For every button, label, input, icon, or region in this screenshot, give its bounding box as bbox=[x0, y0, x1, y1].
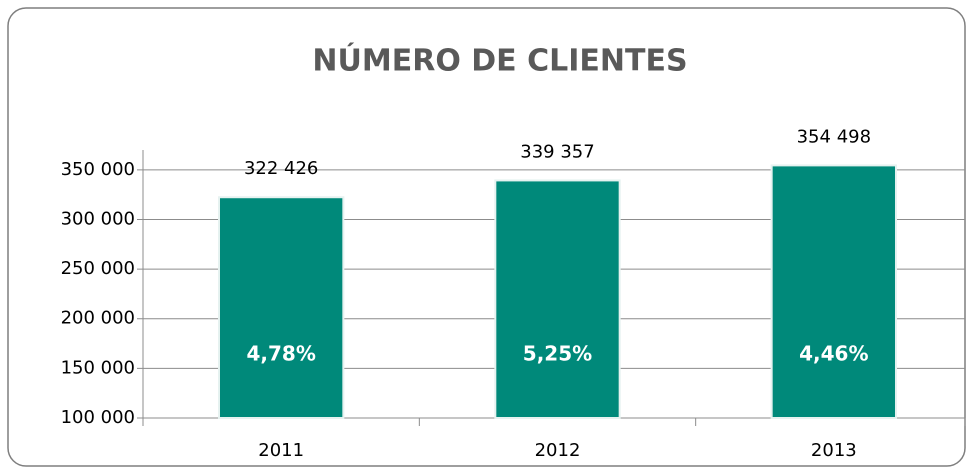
chart-title: NÚMERO DE CLIENTES bbox=[312, 42, 687, 79]
value-label: 339 357 bbox=[520, 141, 594, 162]
y-tick-label: 200 000 bbox=[61, 308, 135, 329]
y-tick-label: 350 000 bbox=[61, 159, 135, 180]
x-tick-label: 2011 bbox=[258, 440, 304, 461]
bar bbox=[770, 164, 898, 419]
bar bbox=[494, 179, 621, 419]
value-label: 354 498 bbox=[797, 126, 871, 147]
value-label: 322 426 bbox=[244, 158, 318, 179]
y-tick-label: 150 000 bbox=[61, 357, 135, 378]
x-tick-label: 2013 bbox=[811, 440, 857, 461]
y-tick-label: 300 000 bbox=[61, 208, 135, 229]
y-tick-label: 100 000 bbox=[61, 407, 135, 428]
growth-label: 4,78% bbox=[246, 342, 315, 366]
growth-label: 4,46% bbox=[799, 342, 868, 366]
bar bbox=[217, 196, 345, 419]
growth-label: 5,25% bbox=[523, 342, 592, 366]
x-tick-label: 2012 bbox=[535, 440, 581, 461]
y-tick-label: 250 000 bbox=[61, 258, 135, 279]
